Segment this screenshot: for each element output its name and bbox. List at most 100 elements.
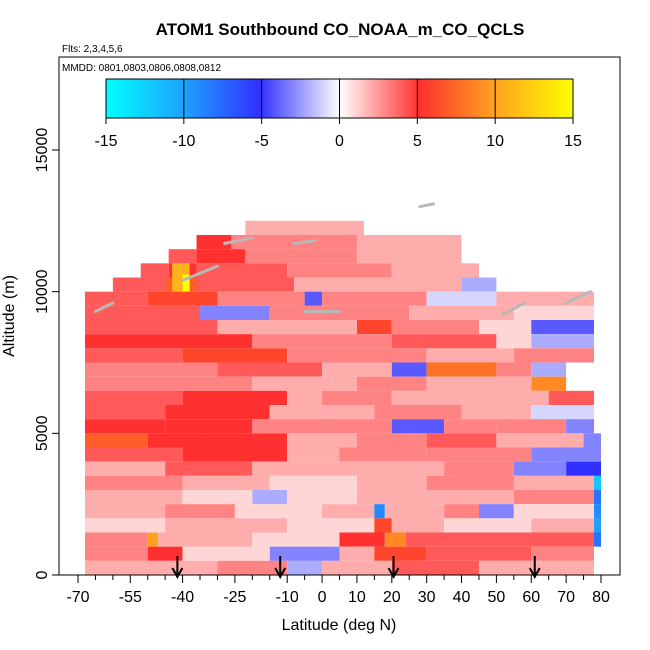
heatmap-cell xyxy=(478,504,514,519)
x-tick-label: -25 xyxy=(223,589,246,606)
heatmap-cell xyxy=(356,433,427,448)
x-tick-label: -40 xyxy=(171,589,194,606)
colorbar-tick-label: 5 xyxy=(413,133,422,150)
heatmap-cell xyxy=(217,320,357,335)
x-tick-label: 50 xyxy=(488,589,506,606)
heatmap-cell xyxy=(496,433,584,448)
heatmap-cell xyxy=(594,532,601,547)
heatmap-cell xyxy=(196,277,295,292)
latitude-arrow xyxy=(274,556,287,580)
heatmap-cell xyxy=(84,518,166,533)
heatmap-cell xyxy=(322,419,392,434)
heatmap-cell xyxy=(339,532,385,547)
x-tick-label: 0 xyxy=(318,589,327,606)
heatmap-cell xyxy=(217,362,323,377)
heatmap-cell xyxy=(252,461,357,476)
heatmap-cell xyxy=(374,518,392,533)
sample-track xyxy=(93,301,115,313)
heatmap-cell xyxy=(84,419,166,434)
heatmap-cell xyxy=(84,461,166,476)
heatmap-cell xyxy=(84,504,166,519)
latitude-arrows xyxy=(171,556,541,580)
heatmap-cell xyxy=(566,419,595,434)
heatmap-cell xyxy=(356,490,427,505)
heatmap-cell xyxy=(444,419,497,434)
sample-track xyxy=(564,290,593,305)
sample-track xyxy=(501,301,526,316)
x-tick-label: 60 xyxy=(522,589,540,606)
colorbar-tick-label: -15 xyxy=(94,133,117,150)
heatmap-cell xyxy=(252,419,323,434)
heatmap-cell xyxy=(269,475,357,490)
heatmap-cell xyxy=(531,320,595,335)
flights-label: Flts: 2,3,4,5,6 xyxy=(62,44,123,55)
colorbar: -15 -10 -5 0 5 10 15 xyxy=(94,78,582,150)
heatmap-cell xyxy=(374,405,462,420)
heatmap-cells xyxy=(84,220,601,575)
x-tick-label: -55 xyxy=(119,589,142,606)
heatmap-cell xyxy=(391,518,445,533)
heatmap-cell xyxy=(391,263,479,278)
heatmap-cell xyxy=(478,320,532,335)
heatmap-cell xyxy=(84,291,148,306)
heatmap-cell xyxy=(287,390,323,405)
heatmap-cell xyxy=(287,348,427,363)
heatmap-cell xyxy=(182,390,288,405)
heatmap-cell xyxy=(322,362,392,377)
x-tick-label: 80 xyxy=(592,589,610,606)
heatmap-cell xyxy=(287,447,340,462)
heatmap-cell xyxy=(217,291,305,306)
heatmap-cell xyxy=(461,532,595,547)
heatmap-cell xyxy=(234,504,323,519)
x-tick-label: 10 xyxy=(348,589,366,606)
heatmap-cell xyxy=(200,305,270,320)
heatmap-cell xyxy=(287,518,375,533)
heatmap-cell xyxy=(426,376,532,391)
heatmap-cell xyxy=(548,390,595,405)
colorbar-tick-label: 15 xyxy=(564,133,582,150)
heatmap-cell xyxy=(294,277,462,292)
heatmap-cell xyxy=(147,532,159,547)
heatmap-cell xyxy=(165,504,235,519)
heatmap-cell xyxy=(287,490,357,505)
heatmap-cell xyxy=(322,291,427,306)
heatmap-cell xyxy=(426,362,497,377)
sample-track xyxy=(292,239,317,245)
heatmap-cell xyxy=(252,490,288,505)
heatmap-cell xyxy=(165,419,253,434)
heatmap-cell xyxy=(168,249,197,264)
colorbar-tick-label: 0 xyxy=(335,133,344,150)
heatmap-cell xyxy=(147,433,201,448)
heatmap-cell xyxy=(165,405,270,420)
heatmap-cell xyxy=(287,263,392,278)
heatmap-cell xyxy=(356,235,462,264)
x-tick-label: 30 xyxy=(418,589,436,606)
heatmap-cell xyxy=(391,560,479,575)
y-axis-label: Altitude (m) xyxy=(1,275,18,357)
heatmap-cell xyxy=(84,475,183,490)
heatmap-cell xyxy=(426,490,514,505)
heatmap-cell xyxy=(478,560,595,575)
y-axis: 0 5000 10000 15000 xyxy=(34,128,59,579)
heatmap-cell xyxy=(339,447,427,462)
heatmap-cell xyxy=(252,532,340,547)
latitude-arrow xyxy=(387,556,400,580)
heatmap-cell xyxy=(269,546,340,561)
heatmap-cell xyxy=(112,277,166,292)
heatmap-cell xyxy=(356,475,427,490)
colorbar-tick-label: 10 xyxy=(486,133,504,150)
y-tick-label: 15000 xyxy=(34,128,51,173)
heatmap-cell xyxy=(391,334,497,349)
sample-points xyxy=(93,202,593,316)
heatmap-cell xyxy=(84,447,183,462)
heatmap-cell xyxy=(409,305,514,320)
heatmap-cell xyxy=(196,235,232,250)
heatmap-cell xyxy=(444,461,514,476)
heatmap-cell xyxy=(84,405,166,420)
heatmap-cell xyxy=(84,560,218,575)
heatmap-cell xyxy=(496,362,532,377)
sample-track xyxy=(181,264,219,282)
heatmap-cell xyxy=(513,305,595,320)
heatmap-cell xyxy=(84,348,183,363)
